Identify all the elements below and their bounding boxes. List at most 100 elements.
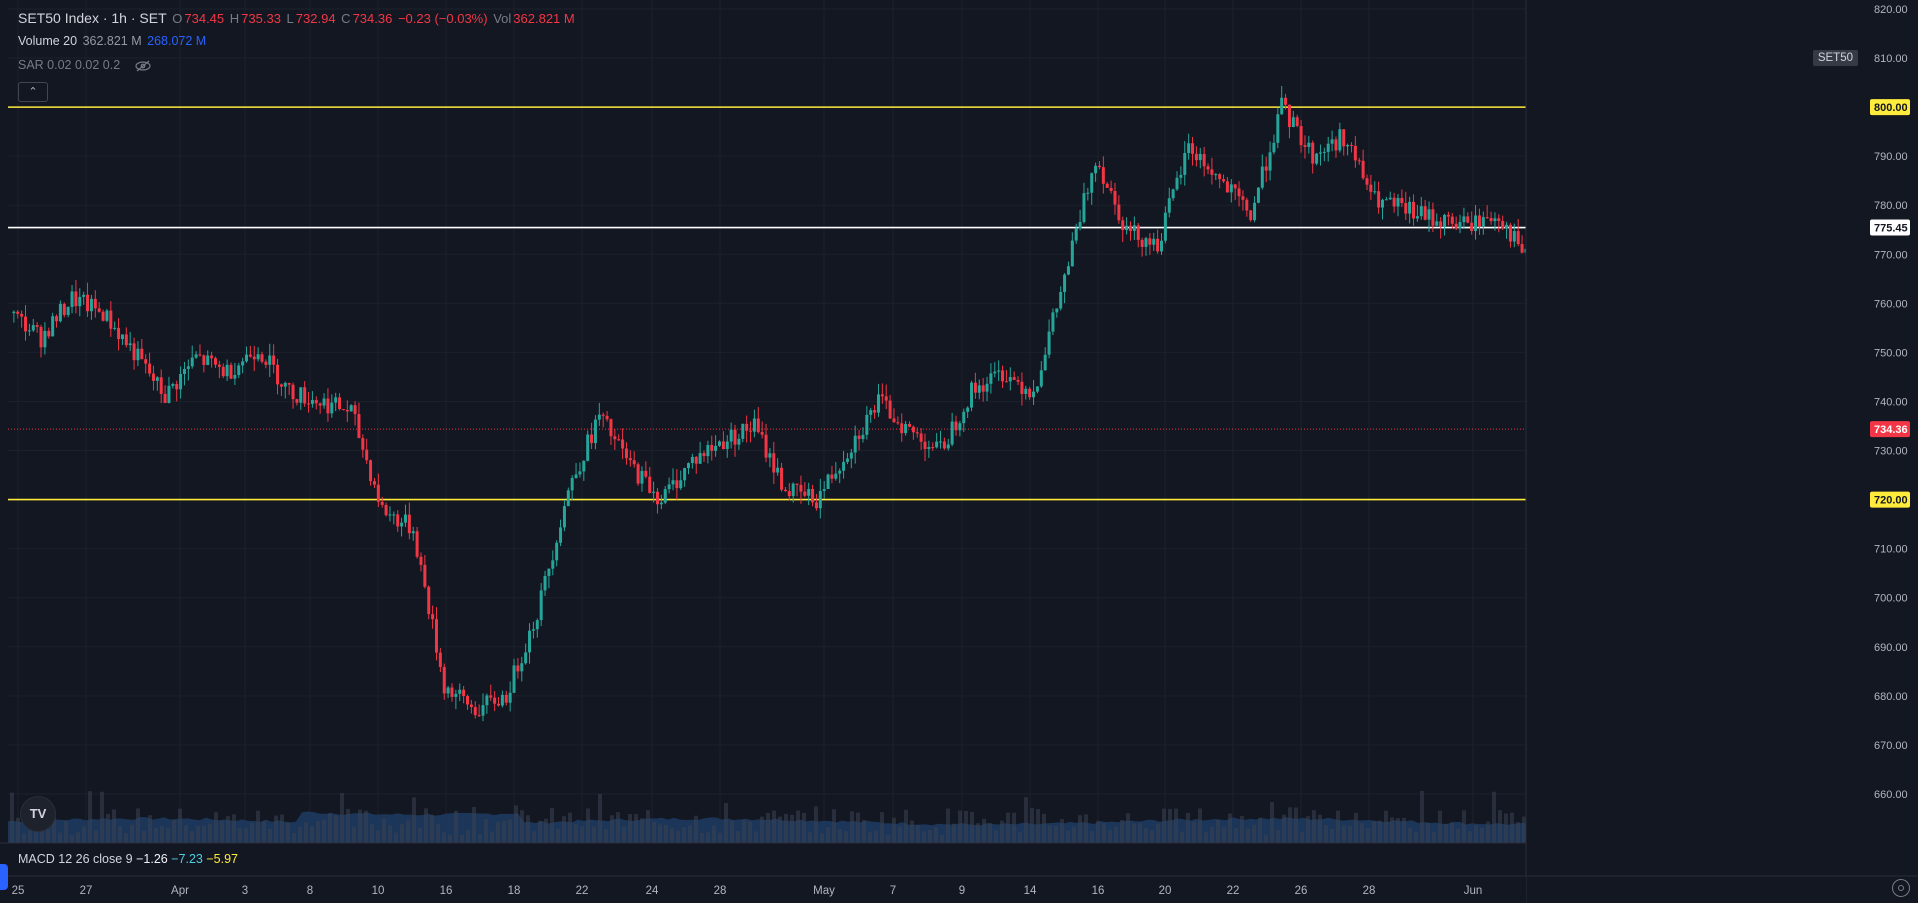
- candle-body: [128, 343, 132, 346]
- volume-bar: [490, 831, 494, 843]
- candle-body: [1113, 191, 1117, 205]
- volume-bar: [1150, 830, 1154, 843]
- candle-body: [1396, 197, 1400, 207]
- candle-body: [1198, 153, 1202, 161]
- candle-body: [66, 307, 70, 315]
- volume-bar: [406, 820, 410, 843]
- candle-body: [1047, 331, 1051, 355]
- candle-body: [1446, 214, 1450, 217]
- volume-indicator-legend[interactable]: Volume 20 362.821 M 268.072 M: [18, 34, 208, 48]
- candle-body: [574, 474, 578, 478]
- level-price-tag[interactable]: [1870, 219, 1910, 236]
- level-price-tag[interactable]: [1870, 99, 1910, 116]
- candle-body: [1225, 181, 1229, 193]
- candle-body: [989, 373, 993, 384]
- volume-bar: [502, 821, 506, 843]
- pane-resize-handle[interactable]: [0, 864, 8, 890]
- candle-body: [644, 470, 648, 477]
- candle-body: [101, 311, 105, 321]
- candle-body: [124, 334, 128, 346]
- candle-body: [369, 460, 373, 482]
- candle-body: [450, 687, 454, 697]
- volume-ma-value: 268.072 M: [147, 34, 207, 48]
- hidden-eye-icon[interactable]: [134, 60, 152, 72]
- volume-bar: [1456, 828, 1460, 843]
- volume-bar: [286, 822, 290, 843]
- volume-bar: [178, 808, 182, 843]
- candle-body: [535, 620, 539, 630]
- candle-body: [939, 441, 943, 443]
- macd-legend[interactable]: MACD 12 26 close 9 −1.26 −7.23 −5.97: [18, 852, 238, 866]
- volume-bar: [604, 829, 608, 843]
- candle-body: [291, 384, 295, 400]
- candle-body: [849, 452, 853, 459]
- candle-body: [252, 356, 256, 360]
- volume-bar: [34, 826, 38, 843]
- y-tick-label: 820.00: [1874, 4, 1908, 16]
- symbol-title[interactable]: SET50 Index · 1h · SET: [18, 10, 167, 26]
- candle-body: [617, 439, 621, 441]
- candle-body: [74, 291, 78, 307]
- candle-body: [202, 355, 206, 365]
- volume-bar: [1216, 819, 1220, 843]
- candle-body: [454, 693, 458, 697]
- sar-indicator-legend[interactable]: SAR 0.02 0.02 0.2: [18, 58, 152, 72]
- candle-body: [194, 354, 198, 358]
- candle-body: [1144, 238, 1148, 247]
- volume-bar: [790, 814, 794, 843]
- volume-bar: [382, 818, 386, 843]
- candle-body: [512, 665, 516, 693]
- volume-bar: [634, 814, 638, 843]
- volume-bar: [1198, 808, 1202, 843]
- candle-body: [245, 354, 249, 362]
- volume-bar: [994, 830, 998, 843]
- candle-body: [423, 564, 427, 587]
- candle-body: [1454, 223, 1458, 229]
- candle-body: [1167, 198, 1171, 213]
- candle-body: [140, 348, 144, 360]
- candle-body: [942, 441, 946, 449]
- settings-icon[interactable]: [1892, 879, 1910, 897]
- candle-body: [376, 484, 380, 502]
- macd-value: −1.26: [136, 852, 168, 866]
- candle-body: [1175, 177, 1179, 190]
- candle-body: [1171, 189, 1175, 199]
- volume-bar: [1384, 810, 1388, 843]
- collapse-legend-button[interactable]: ⌃: [18, 82, 48, 102]
- volume-bar: [970, 811, 974, 843]
- candle-body: [671, 480, 675, 485]
- low-value: 732.94: [295, 11, 336, 26]
- candle-body: [667, 484, 671, 490]
- volume-bar: [868, 832, 872, 843]
- candle-body: [838, 470, 842, 474]
- candle-body: [276, 364, 280, 385]
- candle-body: [279, 384, 283, 387]
- low-label: L: [286, 11, 294, 26]
- candle-body: [919, 433, 923, 442]
- volume-bar: [52, 816, 56, 843]
- time-axis[interactable]: [0, 876, 1526, 903]
- tradingview-logo[interactable]: TV: [20, 796, 56, 832]
- candle-body: [725, 441, 729, 450]
- candle-body: [225, 364, 229, 377]
- candle-body: [1125, 225, 1129, 231]
- y-tick-label: 670.00: [1874, 740, 1908, 752]
- volume-bar: [214, 812, 218, 843]
- candle-body: [946, 444, 950, 449]
- candle-body: [1318, 152, 1322, 154]
- candle-body: [524, 652, 528, 664]
- volume-bar: [1450, 822, 1454, 843]
- candle-body: [58, 303, 62, 322]
- volume-bar: [244, 827, 248, 843]
- candle-body: [636, 464, 640, 484]
- candle-body: [198, 354, 202, 356]
- candle-body: [1132, 225, 1136, 231]
- price-axis[interactable]: [1526, 0, 1868, 903]
- candle-body: [1280, 97, 1284, 115]
- level-price-tag[interactable]: [1870, 491, 1910, 508]
- x-tick-label: 7: [890, 885, 896, 897]
- candle-body: [322, 398, 326, 406]
- macd-indicator-name: MACD 12 26 close 9: [18, 852, 133, 866]
